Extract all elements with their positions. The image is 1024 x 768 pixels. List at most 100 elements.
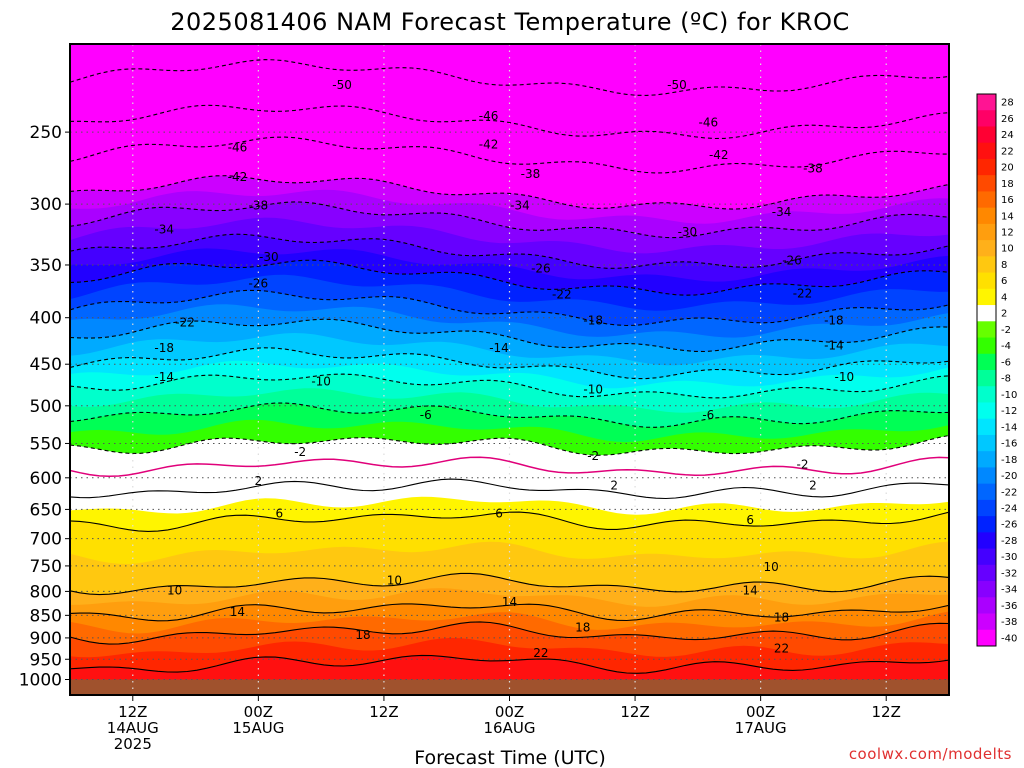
colorbar-swatch-10 xyxy=(977,256,996,273)
contour-label-12: -34 xyxy=(772,205,792,219)
colorbar-swatch-23 xyxy=(977,467,996,485)
colorbar-swatch-9 xyxy=(977,240,996,257)
y-tick-label-350: 350 xyxy=(30,256,62,276)
colorbar-swatch-19 xyxy=(977,402,996,420)
contour-label-0: -50 xyxy=(332,78,352,92)
colorbar-swatch-21 xyxy=(977,434,996,452)
colorbar-label-9: 10 xyxy=(1001,244,1014,255)
contour-label-34: -2 xyxy=(587,449,599,463)
y-tick-label-950: 950 xyxy=(30,650,62,670)
colorbar-label-29: -32 xyxy=(1001,568,1017,579)
x-tick-label-12-0: 12Z xyxy=(118,703,147,721)
contour-label-43: 10 xyxy=(387,573,402,587)
contour-label-32: -6 xyxy=(702,408,714,422)
colorbar-label-14: -2 xyxy=(1001,325,1011,336)
x-axis-label: Forecast Time (UTC) xyxy=(414,747,605,768)
colorbar-swatch-4 xyxy=(977,158,996,176)
grid-lines xyxy=(70,44,949,695)
isotherm--2 xyxy=(70,434,949,456)
colorbar-label-25: -24 xyxy=(1001,504,1017,515)
contour-label-39: 6 xyxy=(275,507,283,521)
colorbar-swatch-25 xyxy=(977,499,996,517)
colorbar-swatch-1 xyxy=(977,110,996,127)
colorbar-swatch-7 xyxy=(977,207,996,225)
isotherm--10 xyxy=(70,373,949,399)
contour-label-50: 18 xyxy=(774,611,789,625)
x-tick-label-84-0: 12Z xyxy=(872,703,901,721)
colorbar-swatch-12 xyxy=(977,288,996,306)
plot-area: -50 -50-46 -46-46 -42-42-42-38 -38-38 -34 -34-… xyxy=(70,44,949,695)
colorbar-swatch-6 xyxy=(977,191,996,209)
colorbar-label-6: 16 xyxy=(1001,195,1014,206)
x-tick-label-72-0: 00Z xyxy=(746,703,775,721)
contour-label-25: -14 xyxy=(489,341,509,355)
colorbar-label-19: -12 xyxy=(1001,406,1017,417)
y-tick-label-450: 450 xyxy=(30,355,62,375)
contour-label-1: -50 xyxy=(667,78,687,92)
contour-label-3: -46 xyxy=(699,116,719,130)
contour-label-51: 22 xyxy=(533,646,548,660)
colorbar-label-24: -22 xyxy=(1001,487,1017,498)
x-tick-label-36-0: 12Z xyxy=(369,703,398,721)
colorbar-label-27: -28 xyxy=(1001,536,1017,547)
colorbar-label-5: 18 xyxy=(1001,179,1014,190)
isotherm--6 xyxy=(70,402,949,428)
contour-label-6: -42 xyxy=(228,170,248,184)
colorbar-label-0: 28 xyxy=(1001,98,1014,109)
contour-label-5: -42 xyxy=(479,138,499,152)
contour-label-35: -2 xyxy=(797,457,809,471)
colorbar-swatch-16 xyxy=(977,353,996,371)
colorbar-swatch-20 xyxy=(977,418,996,436)
contour-label-27: -14 xyxy=(154,370,174,384)
colorbar-swatch-5 xyxy=(977,175,996,192)
contour-label-18: -26 xyxy=(249,277,269,291)
colorbar-label-31: -36 xyxy=(1001,601,1017,612)
isotherm-18 xyxy=(70,621,949,645)
contour-label-11: -34 xyxy=(510,198,530,212)
isotherm-10 xyxy=(70,572,949,596)
colorbar-label-13: 2 xyxy=(1001,309,1007,320)
y-tick-label-800: 800 xyxy=(30,582,62,602)
colorbar-label-3: 22 xyxy=(1001,146,1014,157)
contour-label-19: -22 xyxy=(552,287,572,301)
colorbar-label-17: -8 xyxy=(1001,374,1011,385)
colorbar-swatch-27 xyxy=(977,532,996,549)
isotherm--42 xyxy=(70,136,949,174)
y-tick-label-250: 250 xyxy=(30,123,62,143)
contour-label-26: -14 xyxy=(824,338,844,352)
colorbar-swatch-26 xyxy=(977,516,996,533)
isotherm--26 xyxy=(70,259,949,296)
y-tick-label-900: 900 xyxy=(30,629,62,649)
contour-label-13: -34 xyxy=(154,223,174,237)
y-tick-label-500: 500 xyxy=(30,397,62,417)
colorbar-swatch-2 xyxy=(977,126,996,144)
x-tick-label-12-1: 14AUG xyxy=(107,719,159,737)
credit-link[interactable]: coolwx.com/modelts xyxy=(849,745,1012,763)
contour-label-48: 18 xyxy=(355,628,370,642)
colorbar-label-16: -6 xyxy=(1001,357,1011,368)
isotherm--50 xyxy=(70,59,949,96)
contour-label-10: -38 xyxy=(249,198,269,212)
colorbar-swatch-31 xyxy=(977,597,996,614)
colorbar-label-8: 12 xyxy=(1001,228,1014,239)
colorbar-label-11: 6 xyxy=(1001,276,1007,287)
contour-label-24: -18 xyxy=(154,341,174,355)
colorbar-swatch-28 xyxy=(977,548,996,566)
contour-label-14: -30 xyxy=(678,225,698,239)
contour-label-46: 14 xyxy=(502,595,517,609)
contour-label-31: -6 xyxy=(420,408,432,422)
contour-label-42: 10 xyxy=(167,583,182,597)
x-tick-label-48-1: 16AUG xyxy=(484,719,536,737)
colorbar-swatch-18 xyxy=(977,386,996,403)
contour-label-52: 22 xyxy=(774,642,789,656)
contour-label-22: -18 xyxy=(583,314,603,328)
colorbar-label-28: -30 xyxy=(1001,552,1017,563)
contour-label-36: 2 xyxy=(255,474,263,488)
colorbar-label-30: -34 xyxy=(1001,585,1017,596)
isotherm--14 xyxy=(70,347,949,380)
colorbar-swatch-3 xyxy=(977,142,996,160)
x-tick-label-12-2: 2025 xyxy=(114,735,152,753)
y-tick-label-550: 550 xyxy=(30,434,62,454)
colorbar-label-12: 4 xyxy=(1001,292,1007,303)
